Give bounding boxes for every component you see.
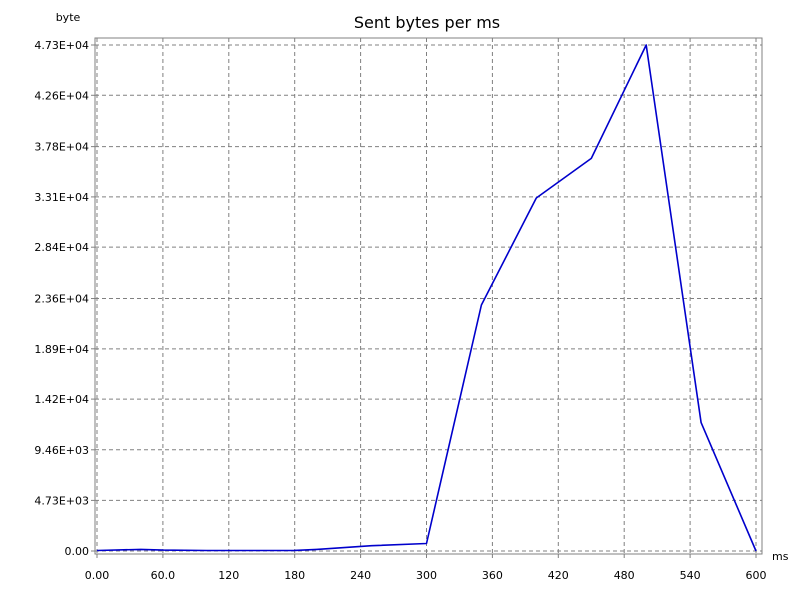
y-tick-label: 3.31E+04 (34, 191, 89, 204)
x-tick-label: 600 (746, 569, 767, 582)
x-tick-label: 0.00 (85, 569, 110, 582)
y-tick-label: 9.46E+03 (34, 444, 89, 457)
series-line (96, 44, 757, 552)
y-tick-label: 4.73E+04 (34, 39, 89, 52)
x-tick-label: 300 (416, 569, 437, 582)
y-tick-label: 1.89E+04 (34, 343, 89, 356)
y-tick-label: 2.36E+04 (34, 293, 89, 306)
x-tick-label: 360 (482, 569, 503, 582)
x-axis-label: ms (772, 550, 789, 563)
x-tick-label: 120 (218, 569, 239, 582)
x-tick-label: 240 (350, 569, 371, 582)
x-axis-ticks: 0.00 60.0 120 180 240 300 360 420 480 540 600 (85, 554, 767, 582)
y-tick-label: 0.00 (65, 545, 90, 558)
x-tick-label: 180 (284, 569, 305, 582)
chart-title: Sent bytes per ms (354, 13, 500, 32)
plot-frame (94, 37, 763, 555)
y-tick-label: 1.42E+04 (34, 393, 89, 406)
series-layer (96, 44, 757, 552)
y-axis-ticks: 0.00 4.73E+03 9.46E+03 1.42E+04 1.89E+04 2.36… (34, 39, 95, 558)
y-tick-label: 2.84E+04 (34, 241, 89, 254)
y-tick-label: 4.73E+03 (34, 494, 89, 507)
x-tick-label: 540 (680, 569, 701, 582)
x-tick-label: 480 (614, 569, 635, 582)
grid (95, 38, 762, 554)
x-tick-label: 420 (548, 569, 569, 582)
x-tick-label: 60.0 (151, 569, 176, 582)
y-tick-label: 4.26E+04 (34, 89, 89, 102)
y-tick-label: 3.78E+04 (34, 141, 89, 154)
y-axis-label: byte (56, 11, 81, 24)
